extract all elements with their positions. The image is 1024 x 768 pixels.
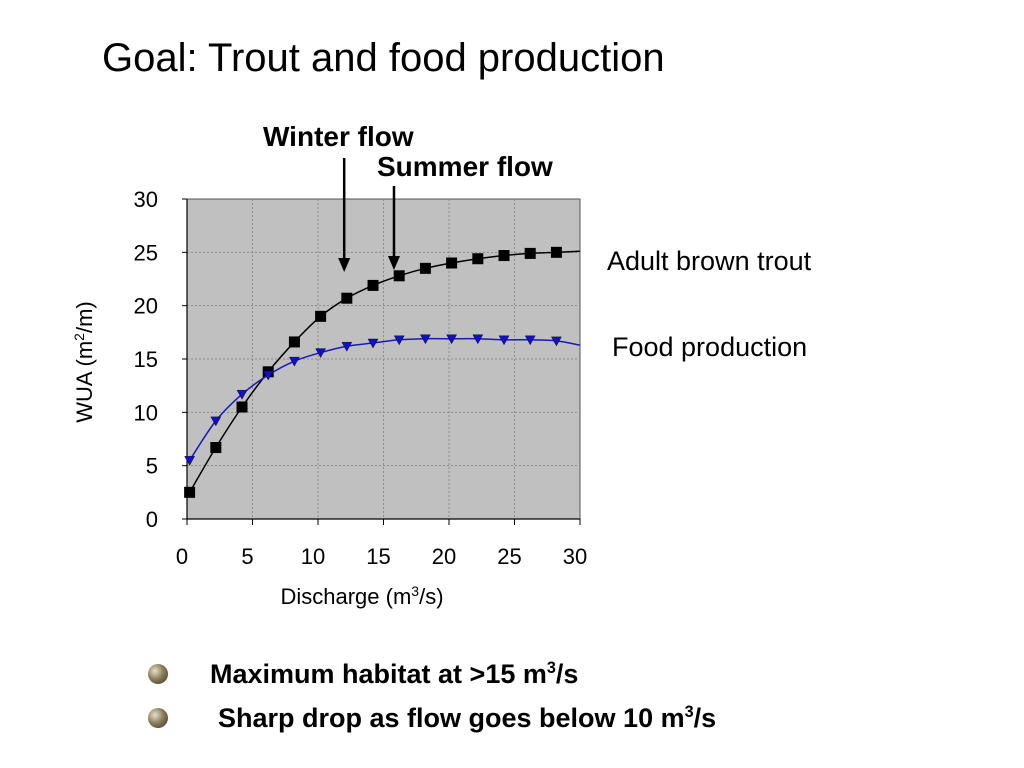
food-data-point	[236, 390, 248, 400]
bullet-sphere-icon	[148, 708, 168, 728]
trout-data-point	[236, 401, 248, 413]
trout-data-point	[367, 279, 379, 291]
bullet-item: Maximum habitat at >15 m3/s	[148, 652, 716, 696]
y-tick-label: 5	[146, 454, 158, 479]
series-label-food: Food production	[612, 332, 807, 362]
food-data-point	[472, 334, 484, 345]
bullet-item: Sharp drop as flow goes below 10 m3/s	[148, 696, 716, 740]
trout-data-point	[288, 336, 300, 348]
trout-data-point	[184, 486, 196, 498]
food-data-point	[262, 370, 274, 381]
summer-flow-label: Summer flow	[377, 151, 553, 182]
winter-flow-label: Winter flow	[263, 121, 414, 152]
y-tick-label: 0	[146, 507, 158, 532]
food-data-point	[524, 335, 536, 346]
food-data-point	[341, 342, 353, 352]
y-axis-label: WUA (m2/m)	[71, 301, 97, 422]
trout-data-point	[550, 246, 562, 258]
y-tick-label: 10	[134, 400, 158, 425]
series-label-trout: Adult brown trout	[607, 246, 812, 276]
x-tick-label: 25	[497, 544, 521, 569]
y-tick-label: 25	[134, 240, 158, 265]
y-tick-label: 30	[134, 187, 158, 212]
trout-data-point	[446, 257, 458, 269]
y-tick-label: 15	[134, 347, 158, 372]
axes: 0 5 10 15 20 25 30 0 5 10 15 20 25 30	[134, 187, 588, 569]
trout-data-point	[341, 292, 353, 304]
bullet-list: Maximum habitat at >15 m3/s Sharp drop a…	[148, 652, 716, 740]
trout-data-point	[524, 247, 536, 259]
bullet-text: Sharp drop as flow goes below 10 m3/s	[218, 702, 717, 733]
x-tick-label: 20	[432, 544, 456, 569]
x-tick-label: 10	[301, 544, 325, 569]
trout-data-point	[210, 442, 222, 454]
food-data-point	[367, 338, 379, 349]
x-tick-label: 5	[241, 544, 253, 569]
x-tick-label: 15	[366, 544, 390, 569]
trout-data-point	[472, 253, 484, 265]
bullet-sphere-icon	[148, 664, 168, 684]
trout-data-point	[419, 262, 431, 274]
trout-data-point	[498, 250, 510, 262]
food-data-point	[420, 334, 431, 345]
food-data-point	[446, 334, 457, 345]
food-data-point	[210, 416, 222, 427]
x-axis-label: Discharge (m3/s)	[280, 583, 443, 609]
slide-title: Goal: Trout and food production	[102, 36, 665, 80]
food-data-point	[315, 348, 326, 359]
series-line-trout	[188, 250, 581, 493]
series-line-food	[188, 337, 581, 461]
y-tick-label: 20	[134, 294, 158, 319]
x-tick-label: 30	[563, 544, 587, 569]
bullet-text: Maximum habitat at >15 m3/s	[210, 658, 579, 689]
food-data-point	[289, 356, 300, 367]
food-data-point	[184, 456, 195, 466]
x-tick-label: 0	[176, 544, 188, 569]
trout-data-point	[315, 310, 327, 322]
summer-flow-arrow-head-icon	[387, 256, 400, 270]
food-data-point	[393, 335, 405, 346]
grid-lines	[187, 199, 580, 519]
winter-flow-arrow-head-icon	[338, 258, 351, 272]
series-layer	[184, 246, 581, 498]
trout-data-point	[393, 270, 405, 282]
food-data-point	[498, 335, 510, 346]
food-data-point	[551, 336, 562, 347]
